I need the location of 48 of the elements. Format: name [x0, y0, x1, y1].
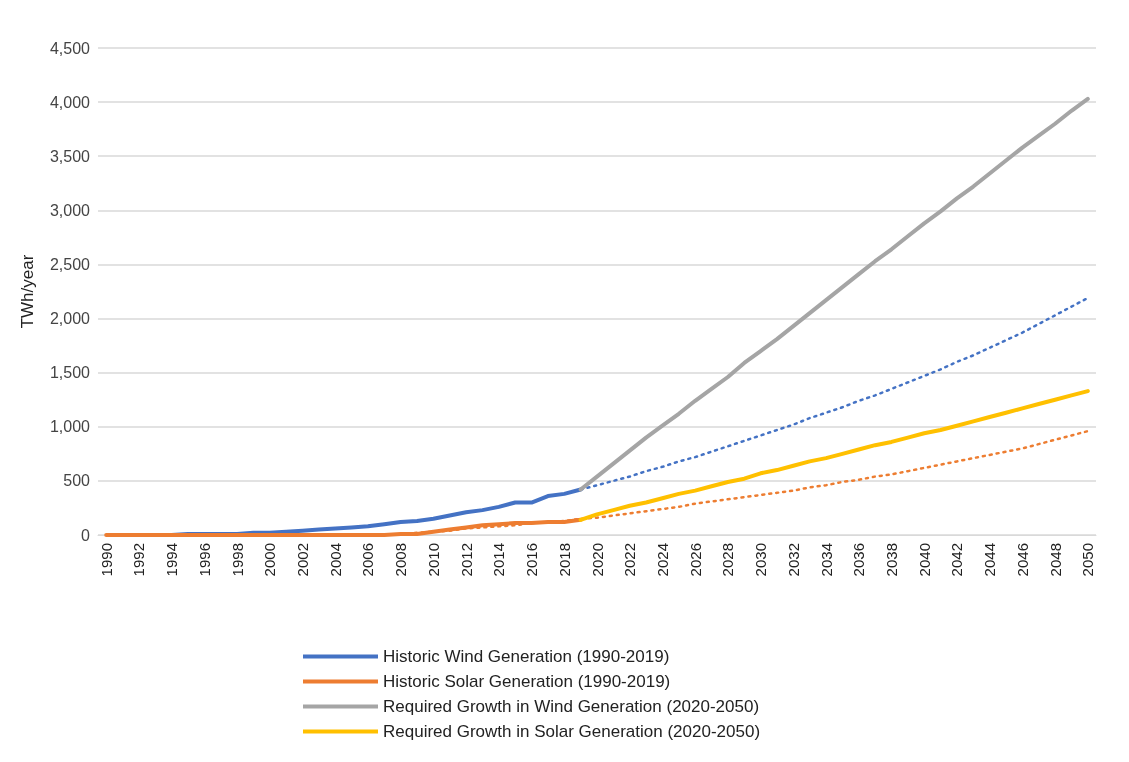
x-tick-label: 1994 — [163, 543, 181, 577]
x-tick-label: 2028 — [719, 543, 737, 577]
x-tick-label: 2024 — [653, 543, 671, 577]
x-tick-label: 2034 — [817, 543, 835, 577]
x-tick-label: 1996 — [195, 543, 213, 577]
legend-label: Required Growth in Solar Generation (2020-2050) — [383, 722, 761, 741]
x-tick-label: 2032 — [784, 543, 802, 577]
x-tick-label: 2038 — [882, 543, 900, 577]
line-series — [578, 96, 1090, 492]
x-tick-label: 2042 — [948, 543, 966, 577]
x-tick-label: 2050 — [1079, 543, 1097, 577]
x-tick-label: 2036 — [850, 543, 868, 577]
x-tick-label: 2018 — [555, 543, 573, 577]
y-tick-label: 3,500 — [49, 147, 91, 165]
x-tick-label: 2006 — [359, 543, 377, 577]
y-tick-label: 4,000 — [49, 93, 91, 111]
legend-label: Historic Wind Generation (1990-2019) — [383, 647, 670, 666]
x-tick-label: 2046 — [1013, 543, 1031, 577]
y-tick-label: 1,500 — [49, 364, 91, 382]
y-tick-label: 4,500 — [49, 39, 91, 57]
y-tick-label: 500 — [63, 472, 91, 490]
y-tick-label: 2,500 — [49, 255, 91, 273]
x-tick-label: 2016 — [523, 543, 541, 577]
x-tick-label: 2022 — [621, 543, 639, 577]
x-tick-label: 2000 — [261, 543, 279, 577]
legend-label: Required Growth in Wind Generation (2020-2050) — [383, 697, 760, 716]
x-tick-label: 1992 — [130, 543, 148, 577]
line-series — [578, 389, 1090, 522]
x-tick-label: 2030 — [752, 543, 770, 577]
x-tick-label: 2040 — [915, 543, 933, 577]
x-tick-label: 2020 — [588, 543, 606, 577]
x-tick-label: 2014 — [490, 543, 508, 577]
y-tick-label: 3,000 — [49, 201, 91, 219]
y-tick-label: 0 — [81, 526, 91, 544]
x-tick-label: 2004 — [326, 543, 344, 577]
y-axis-title: TWh/year — [18, 254, 37, 329]
x-tick-label: 2044 — [981, 543, 999, 577]
y-tick-label: 2,000 — [49, 310, 91, 328]
x-tick-label: 2012 — [457, 543, 475, 577]
x-tick-label: 2008 — [392, 543, 410, 577]
x-tick-label: 1998 — [228, 543, 246, 577]
x-tick-label: 2010 — [424, 543, 442, 577]
x-tick-label: 2002 — [294, 543, 312, 577]
x-tick-label: 2026 — [686, 543, 704, 577]
x-tick-label: 2048 — [1046, 543, 1064, 577]
y-tick-label: 1,000 — [49, 418, 91, 436]
x-tick-label: 1990 — [97, 543, 115, 577]
legend-label: Historic Solar Generation (1990-2019) — [383, 672, 671, 691]
